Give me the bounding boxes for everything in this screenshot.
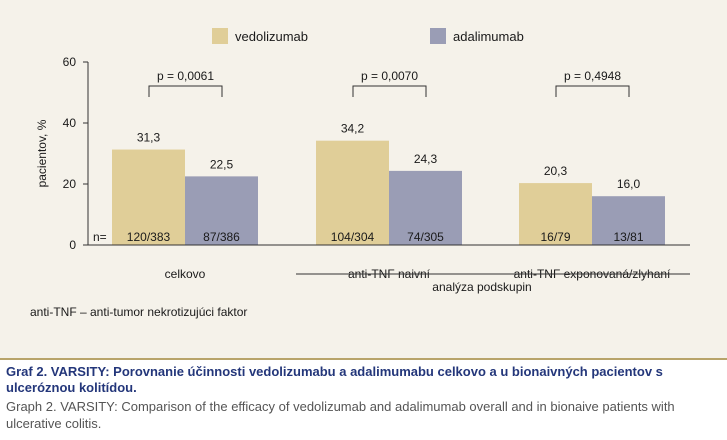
p-value-brackets: p = 0,0061 p = 0,0070 p = 0,4948	[148, 69, 630, 97]
p-value-label: p = 0,0061	[157, 69, 214, 83]
bar-chart: vedolizumab adalimumab 0 20 40 60 pacientov, …	[30, 28, 690, 319]
y-axis: 0 20 40 60 pacientov, %	[35, 55, 89, 252]
y-tick-label: 60	[63, 55, 77, 69]
bar-vedolizumab	[519, 183, 592, 245]
legend-label-adalimumab: adalimumab	[453, 29, 524, 44]
x-category-label: celkovo	[165, 267, 206, 281]
legend-swatch-adalimumab	[430, 28, 446, 44]
data-label: 31,3	[137, 131, 161, 145]
data-label: 22,5	[210, 157, 234, 171]
x-axis: celkovo anti-TNF naivní anti-TNF exponovan…	[88, 244, 690, 294]
caption-slovak: Graf 2. VARSITY: Porovnanie účinnosti ve…	[6, 364, 663, 395]
sample-size-label: 104/304	[331, 230, 375, 244]
abbreviation-footnote: anti-TNF – anti-tumor nekrotizujúci fakt…	[30, 305, 247, 319]
y-axis-title: pacientov, %	[35, 119, 49, 187]
sample-size-label: 16/79	[540, 230, 570, 244]
legend-label-vedolizumab: vedolizumab	[235, 29, 308, 44]
y-tick-label: 20	[63, 177, 77, 191]
legend-swatch-vedolizumab	[212, 28, 228, 44]
legend: vedolizumab adalimumab	[212, 28, 524, 44]
caption-english: Graph 2. VARSITY: Comparison of the effi…	[6, 399, 675, 431]
bar-adalimumab	[185, 176, 258, 245]
bar-adalimumab	[592, 196, 665, 245]
data-label: 20,3	[544, 164, 568, 178]
p-value-label: p = 0,0070	[361, 69, 418, 83]
p-value-bracket	[352, 85, 427, 97]
p-value-label: p = 0,4948	[564, 69, 621, 83]
y-tick-label: 0	[69, 238, 76, 252]
sample-size-label: 74/305	[407, 230, 444, 244]
sample-size-label: 13/81	[613, 230, 643, 244]
data-label: 24,3	[414, 152, 438, 166]
sample-size-label: 120/383	[127, 230, 171, 244]
figure-panel: vedolizumab adalimumab 0 20 40 60 pacientov, …	[0, 0, 727, 358]
p-value-bracket	[555, 85, 630, 97]
n-prefix-label: n=	[93, 230, 107, 244]
bars: 31,3 120/383 34,2 104/304 20,3 16/79 22,5 87/38…	[93, 122, 665, 245]
bar-adalimumab	[389, 170, 462, 245]
data-label: 34,2	[341, 122, 365, 136]
bar-vedolizumab	[112, 149, 185, 245]
sample-size-label: 87/386	[203, 230, 240, 244]
bar-vedolizumab	[316, 140, 389, 245]
figure-divider	[0, 358, 727, 360]
y-tick-label: 40	[63, 116, 77, 130]
data-label: 16,0	[617, 177, 641, 191]
subgroup-label: analýza podskupin	[432, 280, 531, 294]
p-value-bracket	[148, 85, 223, 97]
